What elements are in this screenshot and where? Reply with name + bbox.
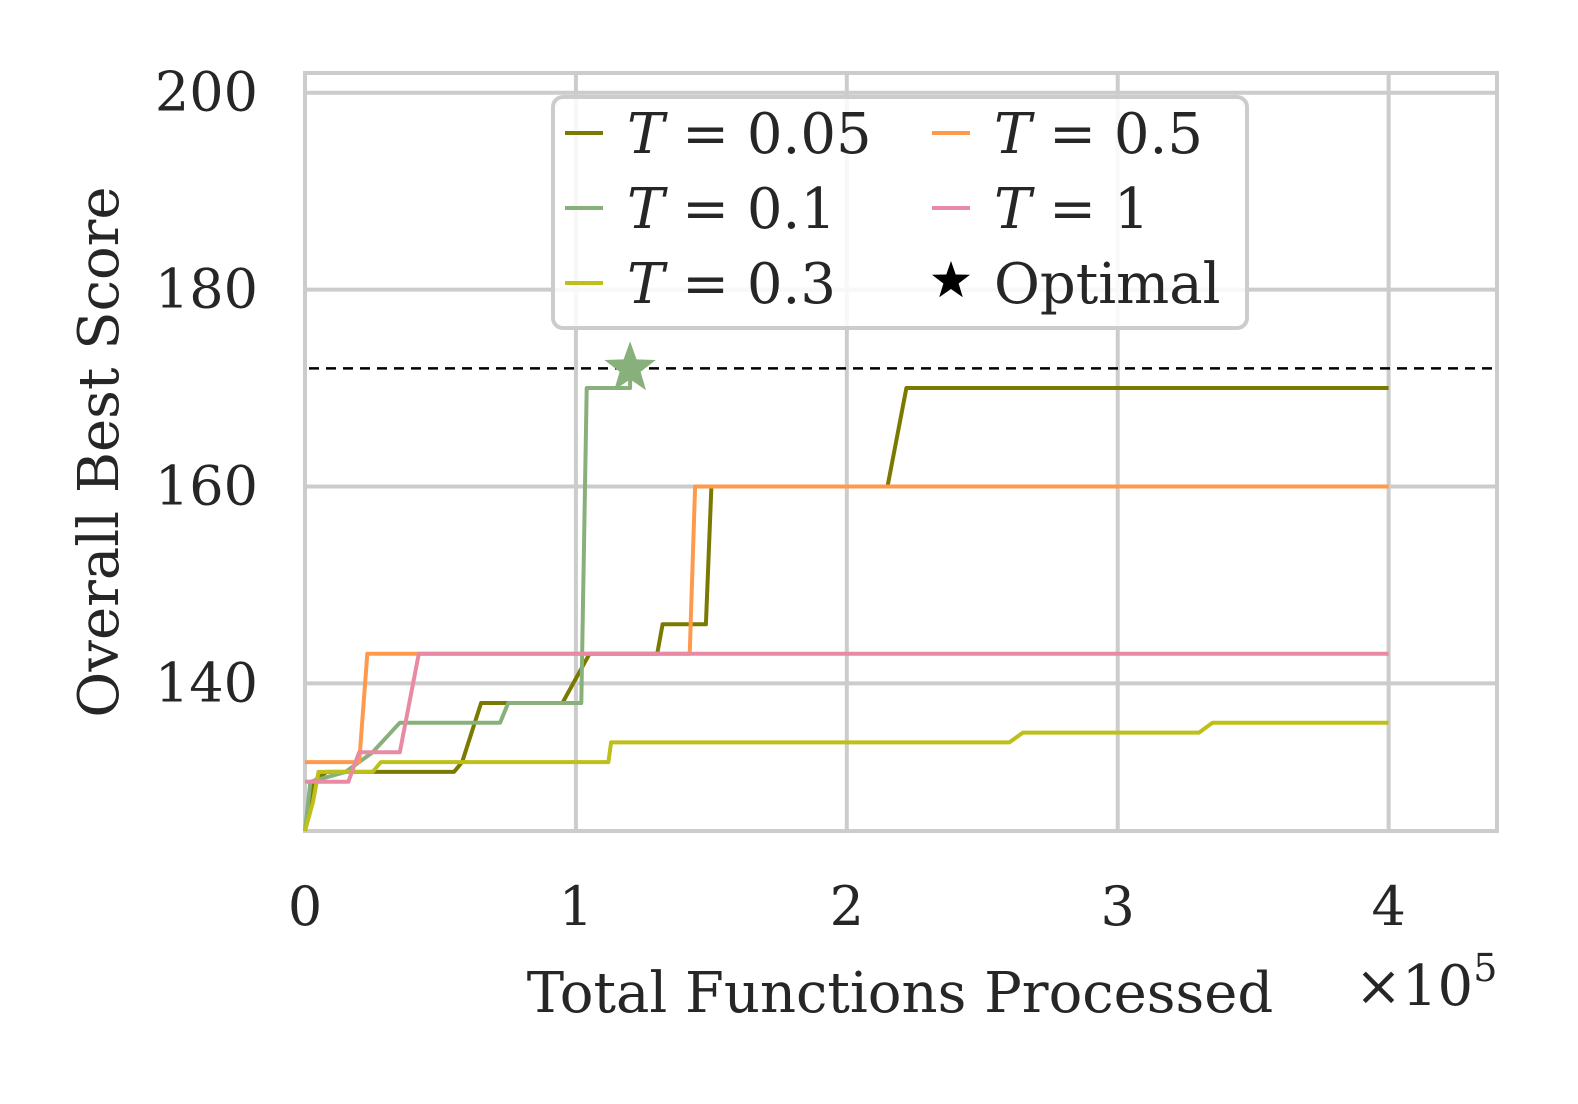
series-line-t-0-3 <box>303 720 1389 832</box>
x-tick-label: 2 <box>830 875 864 938</box>
x-tick-label: 3 <box>1101 875 1135 938</box>
plot-frame <box>303 71 1499 833</box>
x-tick-label: 0 <box>288 875 322 938</box>
legend-label-t-1: T = 1 <box>994 177 1150 242</box>
x-tick-label: 1 <box>559 875 593 938</box>
legend-label-t-0-5: T = 0.5 <box>994 102 1203 167</box>
legend-label-t-0-3: T = 0.3 <box>627 252 836 317</box>
y-tick-label: 180 <box>155 258 258 321</box>
y-tick-label: 200 <box>155 61 258 124</box>
legend-label-optimal: Optimal <box>994 252 1221 317</box>
series-line-t-1 <box>305 651 1389 784</box>
x-axis-multiplier-base: ×10 <box>1355 954 1473 1019</box>
marker-layer <box>604 341 656 391</box>
legend-label-t-0-1: T = 0.1 <box>627 177 836 242</box>
x-tick-label: 4 <box>1371 875 1405 938</box>
y-tick-label: 160 <box>155 454 258 517</box>
y-tick-labels: 140 160 180 200 <box>155 61 258 715</box>
legend-box <box>551 95 1249 330</box>
x-axis-multiplier-exponent: 5 <box>1473 946 1497 990</box>
x-axis-label: Total Functions Processed <box>527 961 1274 1026</box>
x-axis-multiplier: ×105 <box>1355 946 1497 1019</box>
legend: T = 0.05 T = 0.1 T = 0.3 T = 0.5 T = 1 Optima… <box>551 95 1249 330</box>
series-line-t-0-1 <box>303 368 633 832</box>
legend-label-t-0-05: T = 0.05 <box>627 102 872 167</box>
legend-star-optimal <box>932 261 970 298</box>
series-layer <box>303 368 1389 832</box>
y-tick-label: 140 <box>155 651 258 714</box>
x-tick-labels: 0 1 2 3 4 <box>288 875 1406 938</box>
y-axis-label: Overall Best Score <box>67 186 132 717</box>
optimal-star-marker <box>604 341 656 391</box>
